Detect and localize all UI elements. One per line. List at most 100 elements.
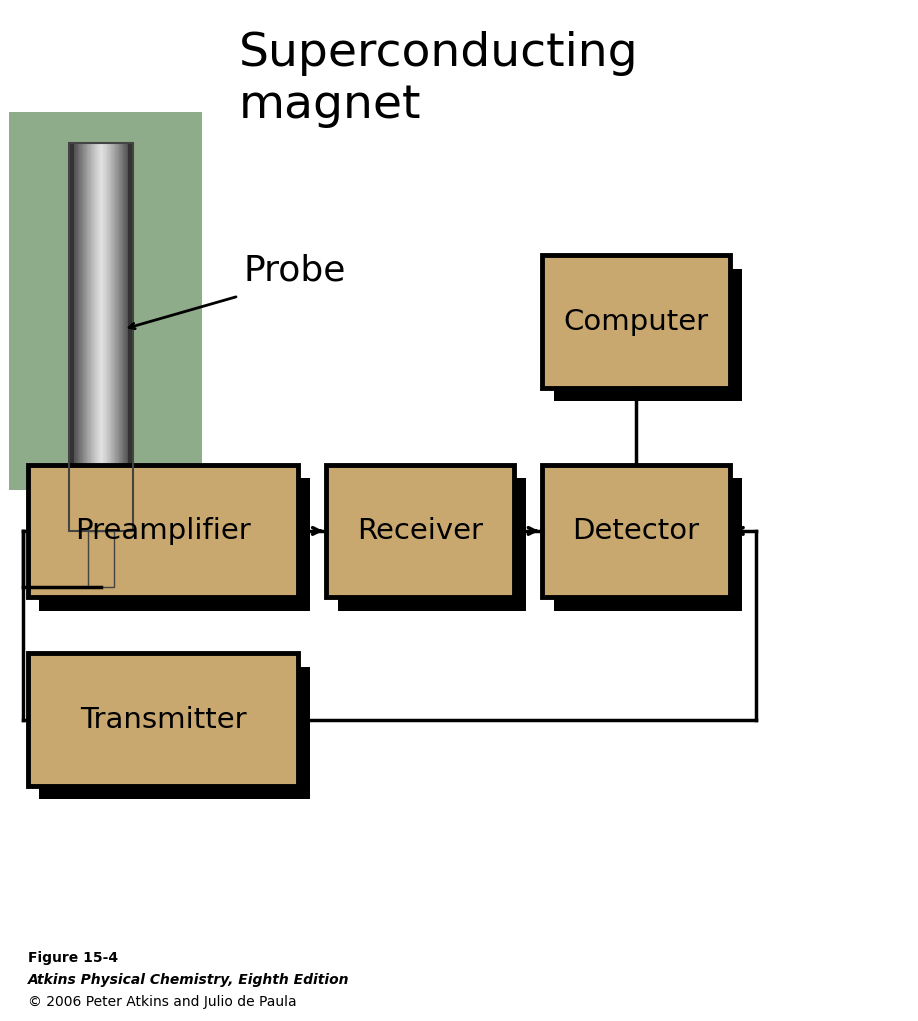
- Bar: [88, 531, 114, 587]
- Bar: [123, 143, 124, 531]
- Bar: [131, 143, 133, 531]
- Bar: [92, 143, 93, 531]
- Bar: [39, 478, 310, 611]
- Bar: [129, 143, 131, 531]
- Bar: [129, 143, 130, 531]
- Text: Computer: Computer: [563, 307, 709, 336]
- Bar: [554, 478, 742, 611]
- Bar: [114, 143, 116, 531]
- Bar: [111, 143, 112, 531]
- Text: © 2006 Peter Atkins and Julio de Paula: © 2006 Peter Atkins and Julio de Paula: [28, 994, 297, 1009]
- Bar: [84, 143, 86, 531]
- Bar: [95, 143, 97, 531]
- Bar: [107, 143, 109, 531]
- Bar: [84, 143, 86, 531]
- Bar: [554, 269, 742, 401]
- Text: Transmitter: Transmitter: [80, 706, 246, 734]
- Bar: [96, 143, 98, 531]
- Bar: [105, 143, 106, 531]
- Bar: [94, 143, 95, 531]
- Bar: [113, 143, 115, 531]
- Bar: [86, 143, 88, 531]
- Bar: [85, 143, 87, 531]
- Text: Probe: Probe: [243, 253, 346, 288]
- Bar: [87, 143, 89, 531]
- Bar: [71, 143, 73, 531]
- Bar: [110, 143, 112, 531]
- Bar: [106, 143, 108, 531]
- Bar: [98, 143, 100, 531]
- Bar: [69, 143, 71, 531]
- Bar: [76, 143, 78, 531]
- Bar: [80, 143, 82, 531]
- Bar: [128, 143, 133, 531]
- Bar: [126, 143, 128, 531]
- Bar: [104, 143, 106, 531]
- Bar: [109, 143, 111, 531]
- Bar: [78, 143, 80, 531]
- Text: Receiver: Receiver: [357, 517, 483, 545]
- Bar: [92, 143, 94, 531]
- Bar: [112, 143, 114, 531]
- Bar: [118, 143, 119, 531]
- Bar: [123, 143, 125, 531]
- Bar: [118, 143, 120, 531]
- Bar: [95, 143, 96, 531]
- Bar: [69, 143, 74, 531]
- Bar: [115, 143, 117, 531]
- Bar: [9, 112, 202, 490]
- Bar: [77, 143, 79, 531]
- Bar: [83, 143, 84, 531]
- Bar: [117, 143, 118, 531]
- Bar: [84, 143, 85, 531]
- Bar: [128, 143, 129, 531]
- Bar: [116, 143, 118, 531]
- Bar: [70, 143, 72, 531]
- Bar: [105, 143, 106, 531]
- Bar: [98, 143, 99, 531]
- Bar: [130, 143, 131, 531]
- Bar: [82, 143, 84, 531]
- Bar: [132, 143, 134, 531]
- Bar: [88, 143, 90, 531]
- Bar: [108, 143, 110, 531]
- Bar: [79, 143, 81, 531]
- Bar: [39, 667, 310, 799]
- Bar: [72, 143, 73, 531]
- Bar: [73, 143, 75, 531]
- Bar: [74, 143, 76, 531]
- Text: Atkins Physical Chemistry, Eighth Edition: Atkins Physical Chemistry, Eighth Editio…: [28, 973, 349, 987]
- Bar: [106, 143, 107, 531]
- Bar: [91, 143, 92, 531]
- Bar: [111, 143, 113, 531]
- Bar: [542, 465, 730, 597]
- Bar: [28, 465, 298, 597]
- Bar: [97, 143, 99, 531]
- Text: Superconducting
magnet: Superconducting magnet: [239, 31, 638, 128]
- Bar: [127, 143, 129, 531]
- Bar: [124, 143, 126, 531]
- Bar: [102, 143, 104, 531]
- Bar: [101, 143, 103, 531]
- Bar: [122, 143, 124, 531]
- Bar: [73, 143, 74, 531]
- Bar: [28, 653, 298, 786]
- Bar: [100, 143, 102, 531]
- Bar: [542, 255, 730, 388]
- Bar: [130, 143, 132, 531]
- Bar: [99, 143, 101, 531]
- Bar: [338, 478, 526, 611]
- Bar: [81, 143, 83, 531]
- Text: Preamplifier: Preamplifier: [75, 517, 251, 545]
- Bar: [78, 143, 80, 531]
- Bar: [326, 465, 514, 597]
- Bar: [119, 143, 121, 531]
- Bar: [125, 143, 127, 531]
- Bar: [120, 143, 122, 531]
- Bar: [103, 143, 105, 531]
- Bar: [121, 143, 123, 531]
- Bar: [75, 143, 77, 531]
- Bar: [89, 143, 91, 531]
- Bar: [69, 143, 133, 531]
- Text: Figure 15-4: Figure 15-4: [28, 951, 118, 965]
